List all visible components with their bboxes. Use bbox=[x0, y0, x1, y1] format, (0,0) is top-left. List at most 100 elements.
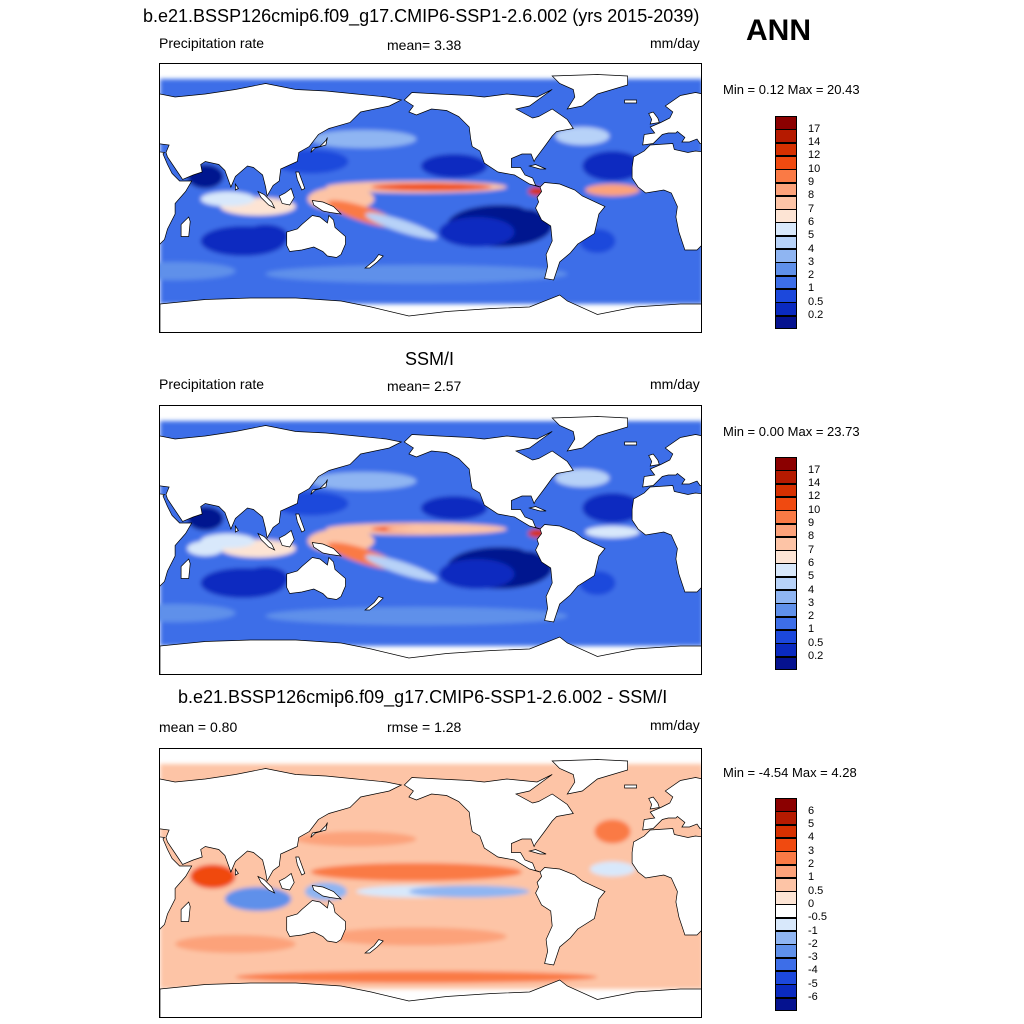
colorbar-tick-label: 2 bbox=[808, 610, 815, 623]
colorbar-tick-label: 8 bbox=[808, 189, 815, 202]
colorbar-swatch bbox=[775, 129, 797, 144]
antarctica-landmass bbox=[160, 979, 701, 1017]
colorbar-tick-label: 6 bbox=[808, 804, 815, 817]
colorbar-tick-label: 3 bbox=[808, 596, 815, 609]
colorbar-tick-label: 14 bbox=[808, 136, 821, 149]
britain-island bbox=[648, 111, 660, 125]
sumatra-island bbox=[257, 532, 276, 551]
colorbar-tick-label: 2 bbox=[808, 269, 815, 282]
precip-contour-region bbox=[555, 127, 610, 145]
colorbar-tick-label: 4 bbox=[808, 242, 815, 255]
borneo-island bbox=[278, 187, 295, 206]
precip-contour-region bbox=[439, 559, 515, 589]
eurasia-landmass bbox=[160, 425, 403, 540]
precip-contour-region bbox=[325, 927, 507, 946]
colorbar-swatch bbox=[775, 877, 797, 892]
colorbar-tick-label: 0.5 bbox=[808, 295, 824, 308]
panel2-minmax: Min = 0.00 Max = 23.73 bbox=[723, 424, 860, 439]
colorbar-tick-label: 3 bbox=[808, 844, 815, 857]
colorbar-swatch bbox=[775, 510, 797, 524]
panel1-minmax: Min = 0.12 Max = 20.43 bbox=[723, 82, 860, 97]
eurasia-landmass bbox=[642, 92, 701, 146]
colorbar-tick-label: 1 bbox=[808, 623, 815, 636]
colorbar-tick-label: 12 bbox=[808, 149, 821, 162]
colorbar-tick-label: 5 bbox=[808, 229, 815, 242]
colorbar-swatch bbox=[775, 235, 797, 250]
precip-contour-region bbox=[160, 604, 236, 622]
colorbar-swatch bbox=[775, 891, 797, 905]
colorbar-swatch bbox=[775, 864, 797, 879]
colorbar-swatch bbox=[775, 523, 797, 538]
colorbar-tick-label: 0 bbox=[808, 897, 815, 910]
new-zealand-islands bbox=[364, 596, 384, 611]
colorbar-swatch bbox=[775, 931, 797, 945]
panel3-map bbox=[159, 748, 702, 1018]
cuba-island bbox=[528, 506, 547, 512]
japan-islands bbox=[310, 137, 328, 153]
map-canvas bbox=[160, 74, 701, 332]
precip-contour-region bbox=[310, 130, 417, 148]
precip-field bbox=[160, 79, 701, 304]
precip-contour-region bbox=[420, 496, 488, 520]
panel1-map bbox=[159, 63, 702, 333]
colorbar-swatch bbox=[775, 457, 797, 471]
greenland-landmass bbox=[551, 759, 628, 795]
colorbar-swatch bbox=[775, 249, 797, 263]
eurasia-landmass bbox=[642, 434, 701, 488]
precip-contour-region bbox=[585, 184, 640, 196]
colorbar-tick-label: -5 bbox=[808, 977, 818, 990]
sri-lanka-island bbox=[235, 867, 239, 876]
philippines-islands bbox=[295, 856, 306, 876]
precip-contour-region bbox=[175, 935, 296, 953]
colorbar-swatch bbox=[775, 603, 797, 618]
colorbar-tick-label: -4 bbox=[808, 964, 818, 977]
colorbar-swatch bbox=[775, 275, 797, 290]
japan-islands bbox=[310, 822, 328, 838]
antarctica-landmass bbox=[160, 294, 701, 332]
new-guinea-island bbox=[311, 885, 342, 900]
colorbar-tick-label: 0.5 bbox=[808, 636, 824, 649]
panel2-left-label: Precipitation rate bbox=[159, 376, 265, 392]
precip-contour-region bbox=[200, 191, 256, 207]
colorbar-tick-label: 6 bbox=[808, 556, 815, 569]
colorbar-swatch bbox=[775, 824, 797, 839]
colorbar-tick-label: -1 bbox=[808, 924, 818, 937]
colorbar-swatch bbox=[775, 643, 797, 657]
colorbar-swatch bbox=[775, 483, 797, 498]
colorbar-swatch bbox=[775, 536, 797, 551]
colorbar-tick-label: 1 bbox=[808, 282, 815, 295]
africa-landmass bbox=[631, 143, 701, 251]
colorbar-swatch bbox=[775, 616, 797, 631]
panel1-title: b.e21.BSSP126cmip6.f09_g17.CMIP6-SSP1-2.… bbox=[143, 6, 700, 26]
panel3-rmse-label: rmse = 1.28 bbox=[387, 719, 462, 735]
precip-contour-region bbox=[365, 213, 438, 239]
colorbar-swatch bbox=[775, 957, 797, 972]
africa-landmass bbox=[631, 485, 701, 593]
antarctica-landmass bbox=[160, 636, 701, 674]
colorbar-tick-label: 14 bbox=[808, 477, 821, 490]
colorbar-swatch bbox=[775, 470, 797, 485]
iceland-island bbox=[624, 99, 637, 104]
colorbar-swatch bbox=[775, 917, 797, 932]
colorbar-swatch bbox=[775, 944, 797, 959]
north-america-landmass bbox=[403, 89, 574, 188]
new-guinea-island bbox=[311, 542, 342, 557]
colorbar-tick-label: 8 bbox=[808, 530, 815, 543]
precip-contour-region bbox=[386, 525, 492, 533]
precip-contour-region bbox=[517, 536, 542, 552]
panel1-colorbar: 17 14 12 10 9 8 7 6 5 4 3 2 1 0.5 0.2 bbox=[775, 116, 823, 330]
new-zealand-islands bbox=[364, 254, 384, 269]
colorbar-tick-label: -0.5 bbox=[808, 911, 827, 924]
colorbar-tick-label: 17 bbox=[808, 463, 821, 476]
colorbar-tick-label: 0.2 bbox=[808, 650, 824, 662]
colorbar-tick-label: 12 bbox=[808, 490, 821, 503]
panel2-title: SSM/I bbox=[405, 349, 455, 369]
greenland-landmass bbox=[551, 74, 628, 110]
britain-island bbox=[648, 453, 660, 467]
precip-contour-region bbox=[310, 472, 417, 490]
colorbar-swatch bbox=[775, 302, 797, 316]
south-america-landmass bbox=[535, 867, 606, 966]
colorbar-tick-label: 10 bbox=[808, 503, 821, 516]
panel2-map bbox=[159, 405, 702, 675]
new-guinea-island bbox=[311, 200, 342, 215]
